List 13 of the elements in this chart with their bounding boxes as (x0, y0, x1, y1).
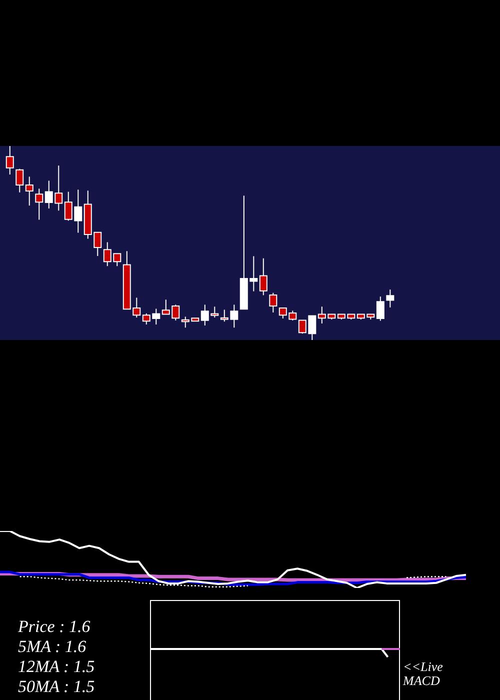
candlestick (16, 168, 24, 193)
candlestick (259, 258, 268, 296)
text: 50MA : 1.5 (18, 677, 96, 697)
text: 12MA : 1.5 (18, 657, 96, 677)
candlestick (35, 188, 44, 220)
candlestick (269, 292, 278, 313)
text: 5MA : 1.6 (18, 637, 88, 657)
text: Price : 1.6 (18, 617, 92, 637)
candlestick (386, 289, 394, 308)
candlestick (25, 176, 34, 206)
text: <<Live MACD (403, 659, 444, 688)
candlestick (6, 146, 14, 176)
candlestick (376, 296, 384, 322)
